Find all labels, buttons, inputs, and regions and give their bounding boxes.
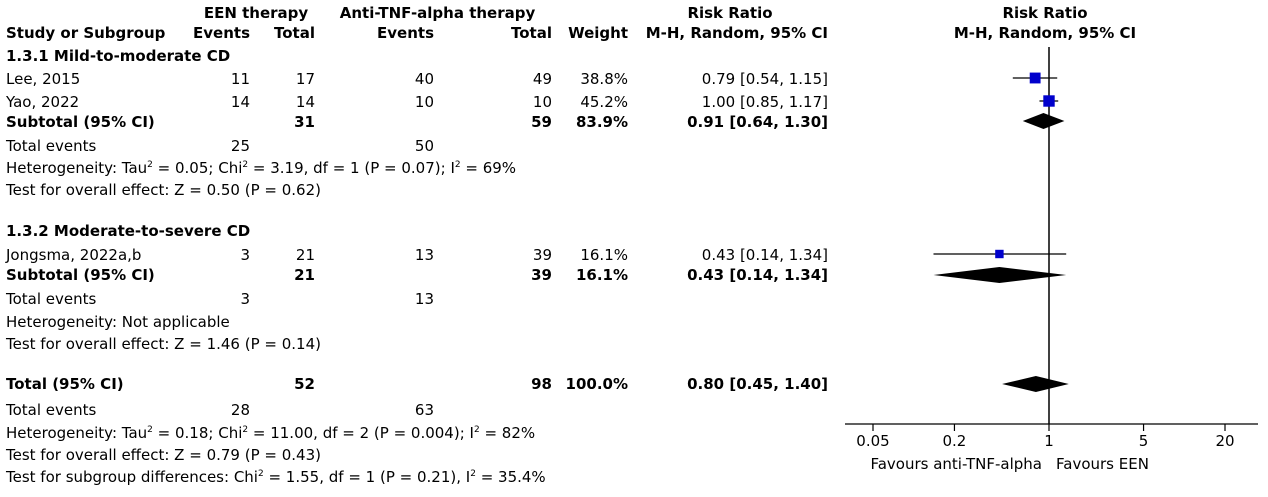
subgroup2-events-label: Total events <box>6 290 97 308</box>
subtotal1-weight: 83.9% <box>575 113 628 131</box>
subgroup2-title: 1.3.2 Moderate-to-severe CD <box>6 222 251 240</box>
col-study: Study or Subgroup <box>6 24 166 42</box>
weight-yao: 45.2% <box>580 93 628 111</box>
tnf-total-yao: 10 <box>532 93 552 111</box>
subgroup2-events-een: 3 <box>240 290 250 308</box>
een-group-header: EEN therapy <box>203 4 309 22</box>
total-rr: 0.80 [0.45, 1.40] <box>687 375 828 393</box>
x-axis-tick-label: 20 <box>1215 432 1234 450</box>
subtotal1-tnf-total: 59 <box>531 113 552 131</box>
plot-title: Risk Ratio <box>1002 4 1088 22</box>
tnf-events-yao: 10 <box>414 93 434 111</box>
subgroup1-events-tnf: 50 <box>414 137 434 155</box>
col-weight: Weight <box>568 24 628 42</box>
subtotal1-label: Subtotal (95% CI) <box>6 113 155 131</box>
subgroup2-events-tnf: 13 <box>414 290 434 308</box>
subgroup-differences-test: Test for subgroup differences: Chi2 = 1.… <box>6 468 546 486</box>
col-tnf-events: Events <box>377 24 434 42</box>
een-total-yao: 14 <box>295 93 315 111</box>
study-label-jongsma: Jongsma, 2022a,b <box>6 246 142 264</box>
subtotal1-een-total: 31 <box>294 113 315 131</box>
total-events-een: 28 <box>230 401 250 419</box>
study-point-marker <box>1043 95 1055 107</box>
een-events-lee: 11 <box>230 70 250 88</box>
x-axis-tick-label: 0.05 <box>856 432 889 450</box>
tnf-group-header: Anti-TNF-alpha therapy <box>339 4 536 22</box>
pooled-estimate-diamond <box>1022 113 1065 129</box>
x-axis-tick-label: 1 <box>1044 432 1054 450</box>
total-events-tnf: 63 <box>414 401 434 419</box>
study-point-marker <box>995 249 1004 259</box>
tnf-events-lee: 40 <box>414 70 434 88</box>
total-events-label: Total events <box>6 401 97 419</box>
col-tnf-total: Total <box>511 24 552 42</box>
rr-method: M-H, Random, 95% CI <box>645 24 828 42</box>
favours-right-label: Favours EEN <box>1056 455 1149 473</box>
tnf-events-jongsma: 13 <box>414 246 434 264</box>
subtotal2-een-total: 21 <box>294 266 315 284</box>
rr-lee: 0.79 [0.54, 1.15] <box>701 70 828 88</box>
total-tnf-total: 98 <box>531 375 552 393</box>
subgroup1-events-een: 25 <box>230 137 250 155</box>
een-total-lee: 17 <box>295 70 315 88</box>
subgroup2-heterogeneity: Heterogeneity: Not applicable <box>6 313 230 331</box>
tnf-total-lee: 49 <box>532 70 552 88</box>
subtotal2-weight: 16.1% <box>575 266 628 284</box>
pooled-estimate-diamond <box>1002 376 1069 392</box>
een-events-jongsma: 3 <box>240 246 250 264</box>
x-axis-tick-label: 0.2 <box>943 432 967 450</box>
study-point-marker <box>1029 72 1041 84</box>
subtotal2-rr: 0.43 [0.14, 1.34] <box>687 266 828 284</box>
subgroup2-overall-effect: Test for overall effect: Z = 1.46 (P = 0… <box>6 335 321 353</box>
study-label-yao: Yao, 2022 <box>6 93 80 111</box>
subgroup1-events-label: Total events <box>6 137 97 155</box>
favours-left-label: Favours anti-TNF-alpha <box>870 455 1042 473</box>
total-heterogeneity: Heterogeneity: Tau2 = 0.18; Chi2 = 11.00… <box>6 424 536 442</box>
een-total-jongsma: 21 <box>295 246 315 264</box>
col-een-events: Events <box>193 24 250 42</box>
een-events-yao: 14 <box>230 93 250 111</box>
weight-jongsma: 16.1% <box>580 246 628 264</box>
x-axis-tick-label: 5 <box>1139 432 1149 450</box>
subtotal2-tnf-total: 39 <box>531 266 552 284</box>
subgroup1-heterogeneity: Heterogeneity: Tau2 = 0.05; Chi2 = 3.19,… <box>6 159 517 177</box>
weight-lee: 38.8% <box>580 70 628 88</box>
total-overall-effect: Test for overall effect: Z = 0.79 (P = 0… <box>6 446 321 464</box>
subtotal2-label: Subtotal (95% CI) <box>6 266 155 284</box>
subtotal1-rr: 0.91 [0.64, 1.30] <box>687 113 828 131</box>
total-weight: 100.0% <box>565 375 628 393</box>
rr-jongsma: 0.43 [0.14, 1.34] <box>701 246 828 264</box>
col-een-total: Total <box>274 24 315 42</box>
pooled-estimate-diamond <box>933 267 1067 283</box>
tnf-total-jongsma: 39 <box>532 246 552 264</box>
rr-title: Risk Ratio <box>687 4 773 22</box>
subgroup1-overall-effect: Test for overall effect: Z = 0.50 (P = 0… <box>6 181 321 199</box>
plot-method: M-H, Random, 95% CI <box>953 24 1137 42</box>
subgroup1-title: 1.3.1 Mild-to-moderate CD <box>6 47 231 65</box>
rr-yao: 1.00 [0.85, 1.17] <box>701 93 828 111</box>
study-label-lee: Lee, 2015 <box>6 70 81 88</box>
total-een-total: 52 <box>294 375 315 393</box>
total-label: Total (95% CI) <box>6 375 124 393</box>
